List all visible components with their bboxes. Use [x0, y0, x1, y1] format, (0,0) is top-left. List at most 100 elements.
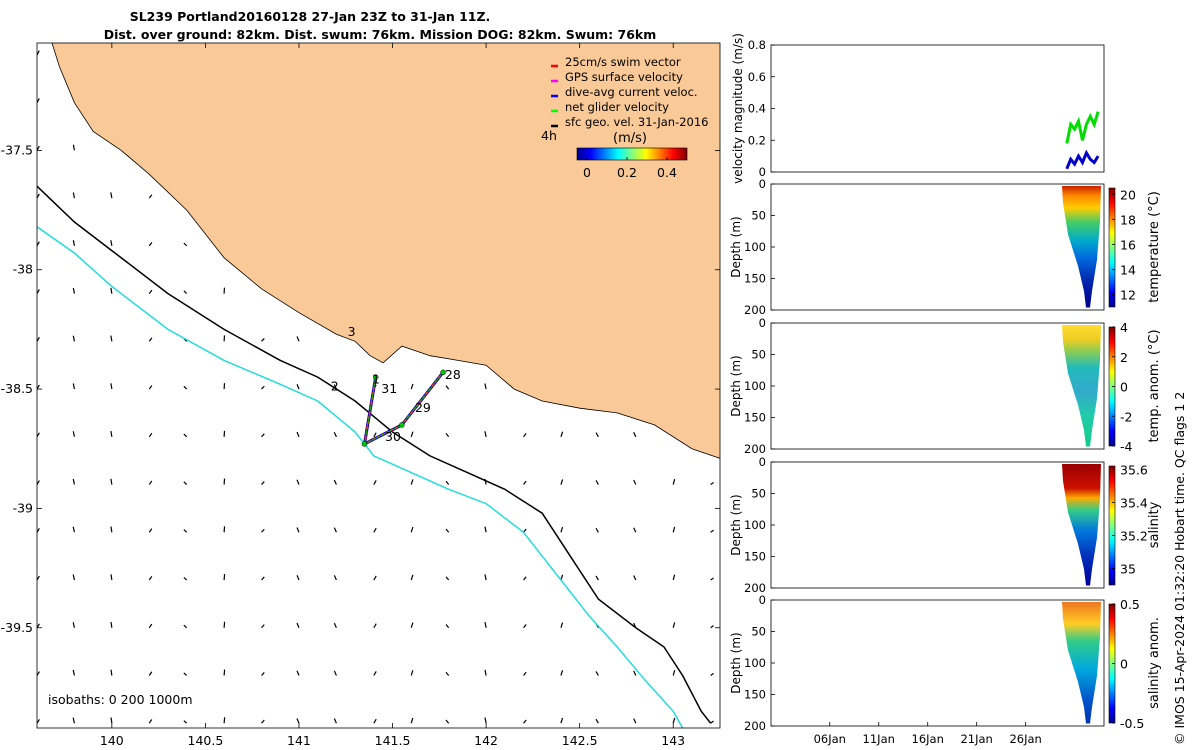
x-tick-label: 143 [661, 733, 685, 748]
colorbar-tick-label: 35.6 [1120, 462, 1148, 477]
colorbar-tick-label: 18 [1120, 212, 1136, 227]
quiver-arrow [710, 625, 714, 629]
y-tick-label: 0.6 [748, 70, 766, 84]
section-data [1062, 186, 1101, 308]
track-point [361, 441, 368, 447]
colorbar-tick-label: 0.2 [617, 165, 637, 180]
colorbar-tick-label: 35.4 [1120, 495, 1148, 510]
quiver-arrow [595, 480, 599, 485]
y-tick-label: 0 [759, 455, 766, 469]
y-tick-label: 50 [751, 348, 766, 362]
quiver-arrow [595, 432, 599, 438]
quiver-arrow [560, 574, 564, 581]
quiver-arrow [560, 431, 564, 438]
quiver-arrow [110, 335, 113, 342]
quiver-arrow [183, 290, 188, 295]
quiver-arrow [633, 670, 637, 676]
quiver-arrow [148, 671, 153, 676]
quiver-arrow [672, 622, 676, 628]
quiver-arrow [183, 576, 188, 581]
colorbar-tick-label: 20 [1120, 187, 1136, 202]
map-panel: 1 2 3 28 29 30 31 [37, 43, 720, 728]
quiver-arrow [445, 719, 450, 724]
quiver-arrow [373, 480, 377, 485]
quiver-arrow [445, 528, 450, 533]
section-frame [770, 599, 1105, 727]
quiver-arrow [633, 575, 637, 581]
colorbar-tick-label: 0.4 [657, 165, 677, 180]
quiver-arrow [72, 431, 76, 437]
map-y-axis: -37.5 -38 -38.5 -39 -39.5 [1, 142, 720, 635]
quiver-arrow [72, 192, 76, 199]
day-labels: 1 2 3 28 29 30 31 [331, 324, 461, 444]
quiver-arrow [484, 526, 487, 533]
quiver-arrow [110, 717, 113, 724]
quiver-arrow [523, 433, 527, 438]
legend-label: 25cm/s swim vector [565, 55, 681, 69]
depth-ylabel: Depth (m) [729, 355, 743, 416]
map-frame [36, 42, 721, 729]
colorbar-label: temperature (°C) [1147, 191, 1162, 303]
section-data [1062, 325, 1101, 447]
quiver-arrow [373, 575, 377, 581]
quiver-arrow [595, 671, 599, 676]
day-label: 30 [385, 429, 401, 444]
quiver-arrow [296, 479, 300, 485]
isobaths-label: isobaths: 0 200 1000m [48, 692, 193, 707]
quiver-arrow [484, 669, 487, 676]
quiver-arrow [148, 575, 153, 581]
legend-label: net glider velocity [565, 100, 669, 114]
quiver-arrow [261, 481, 265, 485]
colorbar-tick-label: 35 [1120, 561, 1136, 576]
x-tick-label: 142 [474, 733, 498, 748]
track-segment-net [364, 424, 403, 445]
colorbar-tick-label: 16 [1120, 237, 1136, 252]
quiver-arrow [710, 529, 714, 533]
section-frame [770, 183, 1105, 311]
quiver-arrow [110, 574, 113, 581]
quiver-arrow [261, 433, 265, 438]
y-tick-label: 0 [759, 593, 766, 607]
y-tick-label: 50 [751, 209, 766, 223]
colorbar-tick-label: -2 [1120, 409, 1132, 424]
quiver-arrow [110, 287, 113, 294]
quiver-arrow [523, 480, 527, 485]
y-tick-label: 0.2 [748, 133, 766, 147]
quiver-arrow [445, 624, 450, 629]
quiver-arrow [410, 383, 414, 390]
y-tick-label: 150 [744, 688, 766, 702]
colorbar-gradient [576, 147, 688, 161]
track-point [372, 374, 379, 380]
quiver-arrow [484, 431, 487, 437]
quiver-arrow [672, 717, 676, 724]
x-tick-label: 141.5 [375, 733, 411, 748]
quiver-arrow [110, 669, 113, 676]
y-tick-label: -37.5 [1, 142, 33, 157]
quiver-arrow [37, 719, 40, 724]
quiver-arrow [261, 671, 265, 676]
section-data [1062, 464, 1101, 586]
quiver-arrow [710, 672, 714, 676]
colorbar-label: salinity [1147, 501, 1162, 548]
quiver-arrow [72, 335, 76, 342]
colorbar-tick-label: -0.5 [1120, 716, 1144, 731]
section-panel: 0 50 100 150 200 Depth (m) 35.6 35.4 35.2 35 salin… [729, 455, 1162, 595]
geostrophic-velocity-field [37, 50, 714, 724]
colorbar-tick-label: -4 [1120, 439, 1133, 454]
quiver-arrow [373, 671, 377, 676]
quiver-arrow [523, 671, 527, 676]
y-tick-label: 50 [751, 487, 766, 501]
y-tick-label: 200 [744, 719, 766, 733]
y-tick-label: 200 [744, 581, 766, 595]
quiver-arrow [296, 622, 300, 628]
quiver-arrow [333, 622, 337, 628]
legend-label: GPS surface velocity [565, 70, 683, 84]
colorbar-tick-label: 14 [1120, 262, 1136, 277]
y-tick-label: -38.5 [1, 381, 33, 396]
velocity-frame [770, 44, 1105, 173]
y-tick-label: 200 [744, 442, 766, 456]
quiver-arrow [333, 479, 337, 485]
section-frame [770, 461, 1105, 589]
